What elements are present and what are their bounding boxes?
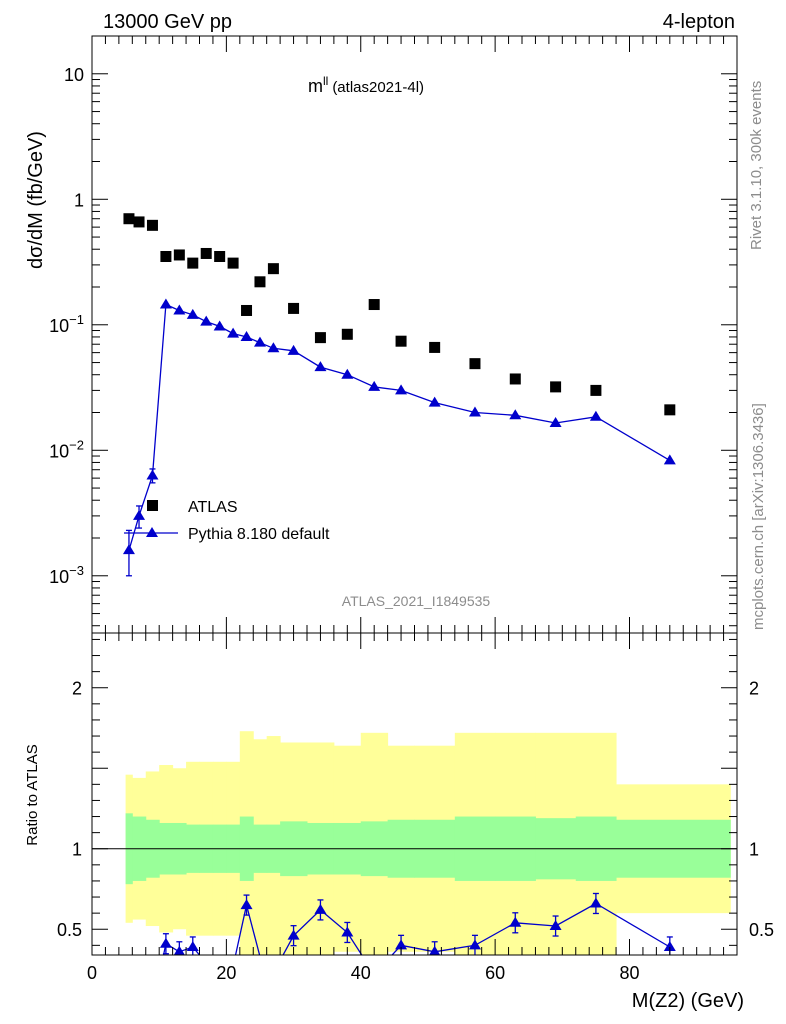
atlas-point xyxy=(214,250,226,262)
atlas-point xyxy=(146,219,158,231)
atlas-point xyxy=(187,257,199,269)
atlas-point xyxy=(509,373,521,385)
ratio-y-tick-label: 0.5 xyxy=(57,920,82,940)
pythia-point xyxy=(663,454,676,465)
ratio-point xyxy=(287,929,300,940)
ratio-point xyxy=(395,939,408,950)
ratio-point xyxy=(509,916,522,927)
main-plot-frame xyxy=(91,35,738,634)
pythia-point xyxy=(368,380,381,391)
atlas-point xyxy=(469,358,481,370)
ratio-y-tick-label-right: 1 xyxy=(749,840,759,860)
pythia-point xyxy=(159,298,172,309)
pythia-point xyxy=(395,384,408,395)
ratio-y-tick-label: 2 xyxy=(72,679,82,699)
atlas-point xyxy=(227,257,239,269)
ratio-point xyxy=(429,945,441,955)
pythia-point xyxy=(146,469,159,480)
ratio-point xyxy=(589,897,602,908)
ratio-plot-ylabel: Ratio to ATLAS xyxy=(24,744,41,845)
atlas-point xyxy=(368,299,380,311)
header-left: 13000 GeV pp xyxy=(103,11,232,33)
pythia-point xyxy=(549,416,562,427)
main-plot-title-sup: ll xyxy=(323,74,328,88)
y-tick-label: 10−2 xyxy=(49,437,84,461)
ratio-y-tick-label: 1 xyxy=(72,840,82,860)
ratio-plot-xlabel: M(Z2) (GeV) xyxy=(632,990,744,1012)
atlas-point xyxy=(429,341,441,353)
atlas-point xyxy=(173,249,185,261)
pythia-point xyxy=(173,304,186,315)
main-plot-title-base: m xyxy=(308,76,323,96)
pythia-point xyxy=(267,342,280,353)
y-tick-label: 10 xyxy=(64,65,84,85)
x-tick-label: 60 xyxy=(485,963,505,983)
y-tick-label: 1 xyxy=(74,190,84,210)
pythia-point xyxy=(133,509,146,520)
pythia-point xyxy=(200,315,213,326)
pythia-point xyxy=(186,308,199,319)
main-plot-panel: 10 1 10−1 10−2 10−3 mll (atlas2021-4l) ATLAS_… xyxy=(25,35,738,634)
ratio-y-tick-label-right: 0.5 xyxy=(749,920,774,940)
atlas-point xyxy=(133,216,145,228)
legend-pythia-label: Pythia 8.180 default xyxy=(188,526,330,543)
atlas-point xyxy=(314,332,326,344)
pythia-point xyxy=(227,327,240,338)
atlas-point xyxy=(200,247,212,259)
pythia-point xyxy=(589,410,602,421)
pythia-point xyxy=(253,336,266,347)
ratio-y-tick-label-right: 2 xyxy=(749,679,759,699)
pythia-point xyxy=(240,330,253,341)
atlas-point xyxy=(395,335,407,347)
ratio-series-line xyxy=(162,902,671,955)
ratio-point xyxy=(549,920,562,931)
atlas-point xyxy=(664,404,676,416)
y-tick-label: 10−3 xyxy=(49,563,84,587)
x-tick-label: 40 xyxy=(351,963,371,983)
pythia-point xyxy=(122,544,135,555)
mcplots-label: mcplots.cern.ch [arXiv:1306.3436] xyxy=(750,403,767,630)
atlas-point xyxy=(254,276,266,288)
pythia-point xyxy=(314,361,327,372)
main-plot-watermark: ATLAS_2021_I1849535 xyxy=(342,593,491,609)
y-tick-label: 10−1 xyxy=(49,312,84,336)
atlas-point xyxy=(550,381,562,393)
atlas-point xyxy=(160,250,172,262)
x-tick-label: 0 xyxy=(87,963,97,983)
ratio-point xyxy=(159,937,172,948)
main-plot-ylabel: dσ/dM (fb/GeV) xyxy=(25,131,47,269)
legend-atlas-marker xyxy=(147,500,158,511)
ratio-point xyxy=(341,926,354,937)
x-tick-label: 80 xyxy=(619,963,639,983)
legend: ATLAS Pythia 8.180 default xyxy=(124,499,330,543)
header-right: 4-lepton xyxy=(663,11,735,33)
main-plot-title-suffix: (atlas2021-4l) xyxy=(332,79,424,96)
pythia-point xyxy=(509,409,522,420)
pythia-point xyxy=(213,320,226,331)
ratio-plot-panel: 0.5 0.51 12 20 20 40 60 80 Ratio to ATLAS M(Z2)… xyxy=(24,632,774,1012)
rivet-label: Rivet 3.1.10, 300k events xyxy=(748,81,765,250)
legend-pythia-marker xyxy=(146,527,158,537)
atlas-point xyxy=(288,302,300,314)
ratio-point xyxy=(468,939,481,950)
atlas-point xyxy=(241,304,253,316)
ratio-point xyxy=(240,899,253,910)
x-tick-label: 20 xyxy=(216,963,236,983)
ratio-point xyxy=(186,940,199,951)
atlas-point xyxy=(590,384,602,396)
pythia-point xyxy=(341,368,354,379)
atlas-point xyxy=(123,213,135,225)
ratio-point xyxy=(173,945,185,955)
legend-atlas-label: ATLAS xyxy=(188,499,238,516)
ratio-point xyxy=(663,940,676,951)
pythia-point xyxy=(287,344,300,355)
pythia-point xyxy=(428,396,441,407)
atlas-point xyxy=(267,263,279,275)
main-plot-title: mll (atlas2021-4l) xyxy=(308,74,424,96)
ratio-point xyxy=(314,903,327,914)
atlas-point xyxy=(341,328,353,340)
pythia-point xyxy=(468,406,481,417)
